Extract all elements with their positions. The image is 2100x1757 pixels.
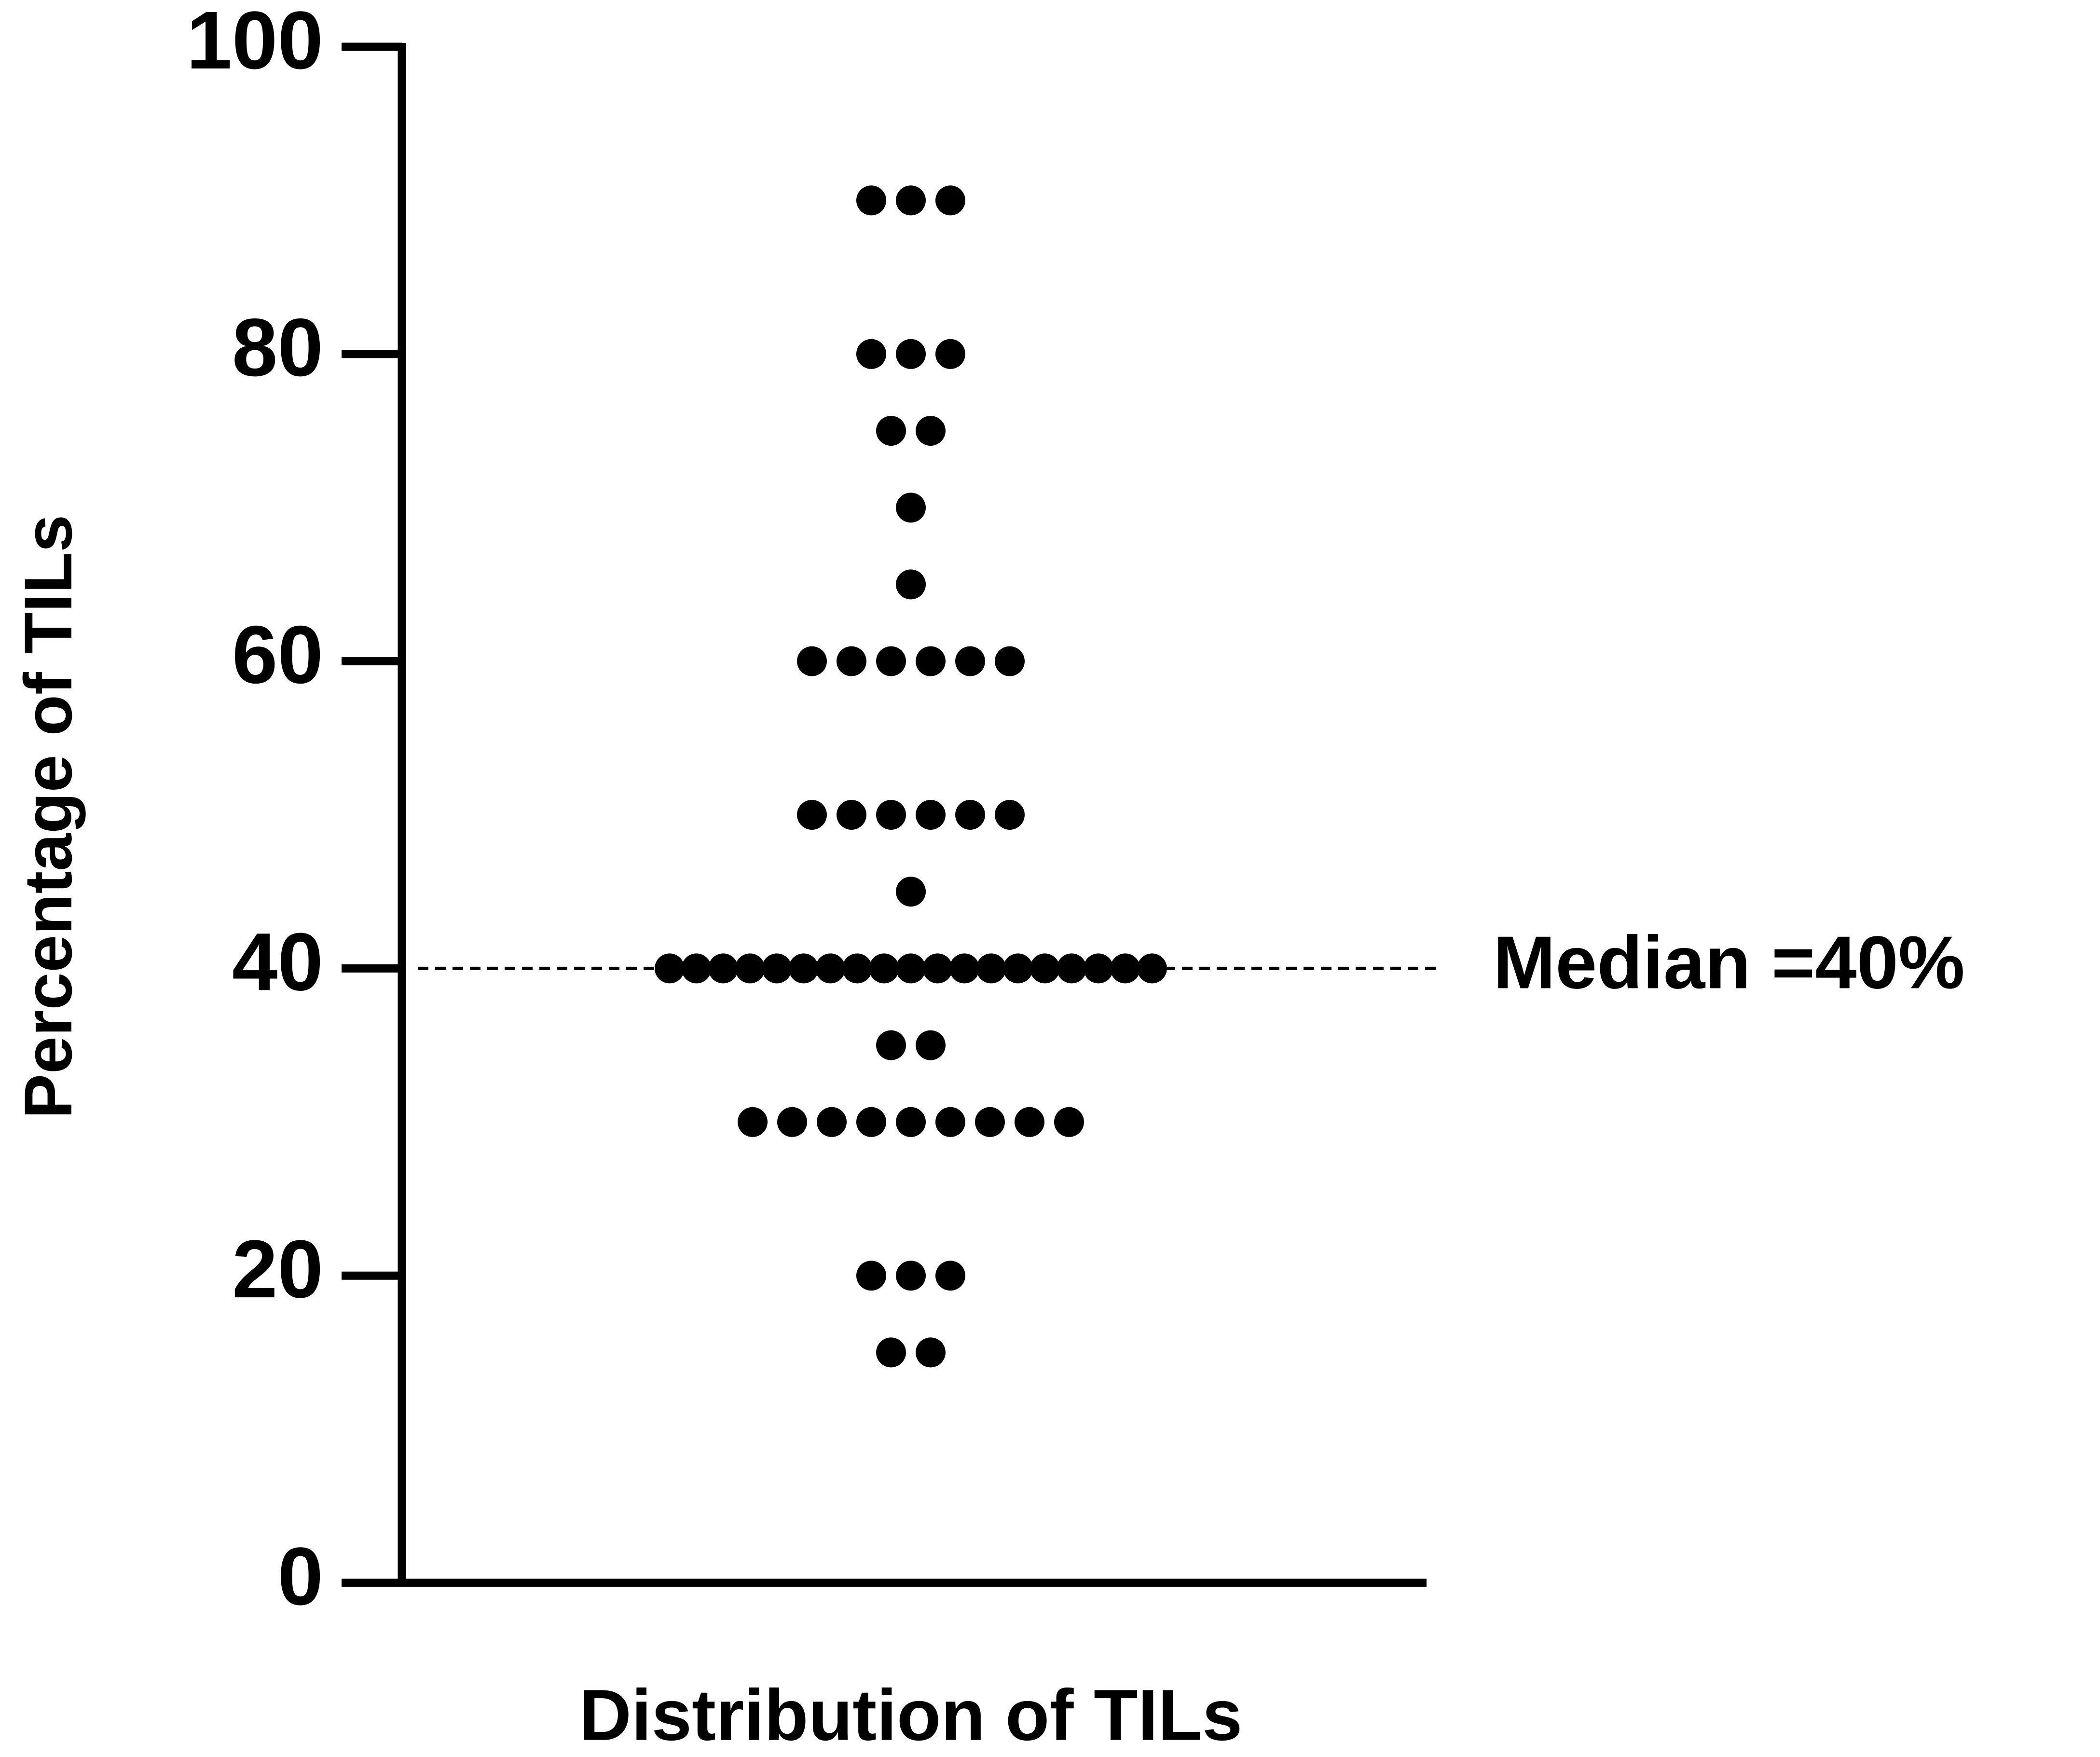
dot <box>935 339 965 369</box>
dot <box>896 339 926 369</box>
dot <box>896 185 926 216</box>
median-label: Median =40% <box>1493 920 1965 1004</box>
dot <box>797 800 827 830</box>
dot <box>1003 953 1033 984</box>
dot <box>815 953 846 984</box>
dot <box>922 953 953 984</box>
dot <box>842 953 872 984</box>
dot <box>856 185 886 216</box>
dot <box>876 1337 906 1368</box>
dot <box>856 339 886 369</box>
dot <box>817 1107 847 1137</box>
dot <box>1137 953 1167 984</box>
dot <box>935 1261 965 1291</box>
dot <box>916 800 946 830</box>
dot <box>896 1261 926 1291</box>
dot <box>777 1107 807 1137</box>
dot <box>788 953 819 984</box>
dot <box>896 493 926 523</box>
dot <box>975 1107 1005 1137</box>
dot <box>1057 953 1087 984</box>
dot <box>916 416 946 446</box>
y-tick-label: 40 <box>232 916 323 1008</box>
dot <box>681 953 712 984</box>
dot <box>935 185 965 216</box>
dot <box>976 953 1006 984</box>
dot <box>837 646 866 676</box>
dot <box>797 646 827 676</box>
dot <box>896 569 926 600</box>
y-tick-label: 60 <box>232 609 323 701</box>
dot <box>869 953 899 984</box>
dot <box>955 646 985 676</box>
dot <box>1029 953 1060 984</box>
dot <box>935 1107 965 1137</box>
y-tick-label: 0 <box>277 1531 323 1622</box>
dot <box>916 646 946 676</box>
y-tick-label: 20 <box>232 1223 323 1315</box>
y-axis-label: Percentage of TILs <box>10 515 86 1119</box>
dot <box>896 1107 926 1137</box>
dot <box>876 646 906 676</box>
dot <box>896 877 926 907</box>
dot <box>1110 953 1140 984</box>
dot <box>955 800 985 830</box>
dot <box>708 953 739 984</box>
dot <box>896 953 926 984</box>
dot <box>949 953 980 984</box>
dot <box>1054 1107 1084 1137</box>
dot <box>995 800 1025 830</box>
dot <box>856 1261 886 1291</box>
dot <box>856 1107 886 1137</box>
dot <box>837 800 866 830</box>
y-tick-label: 100 <box>186 0 323 86</box>
dot <box>762 953 792 984</box>
dot <box>738 1107 768 1137</box>
dot <box>876 1030 906 1060</box>
dot <box>916 1030 946 1060</box>
x-axis-label: Distribution of TILs <box>579 1675 1243 1756</box>
dot <box>995 646 1025 676</box>
dot <box>735 953 765 984</box>
dot <box>876 416 906 446</box>
dot <box>916 1337 946 1368</box>
dot <box>655 953 685 984</box>
y-tick-label: 80 <box>232 302 323 394</box>
dot <box>876 800 906 830</box>
dot <box>1083 953 1113 984</box>
dot <box>1015 1107 1044 1137</box>
